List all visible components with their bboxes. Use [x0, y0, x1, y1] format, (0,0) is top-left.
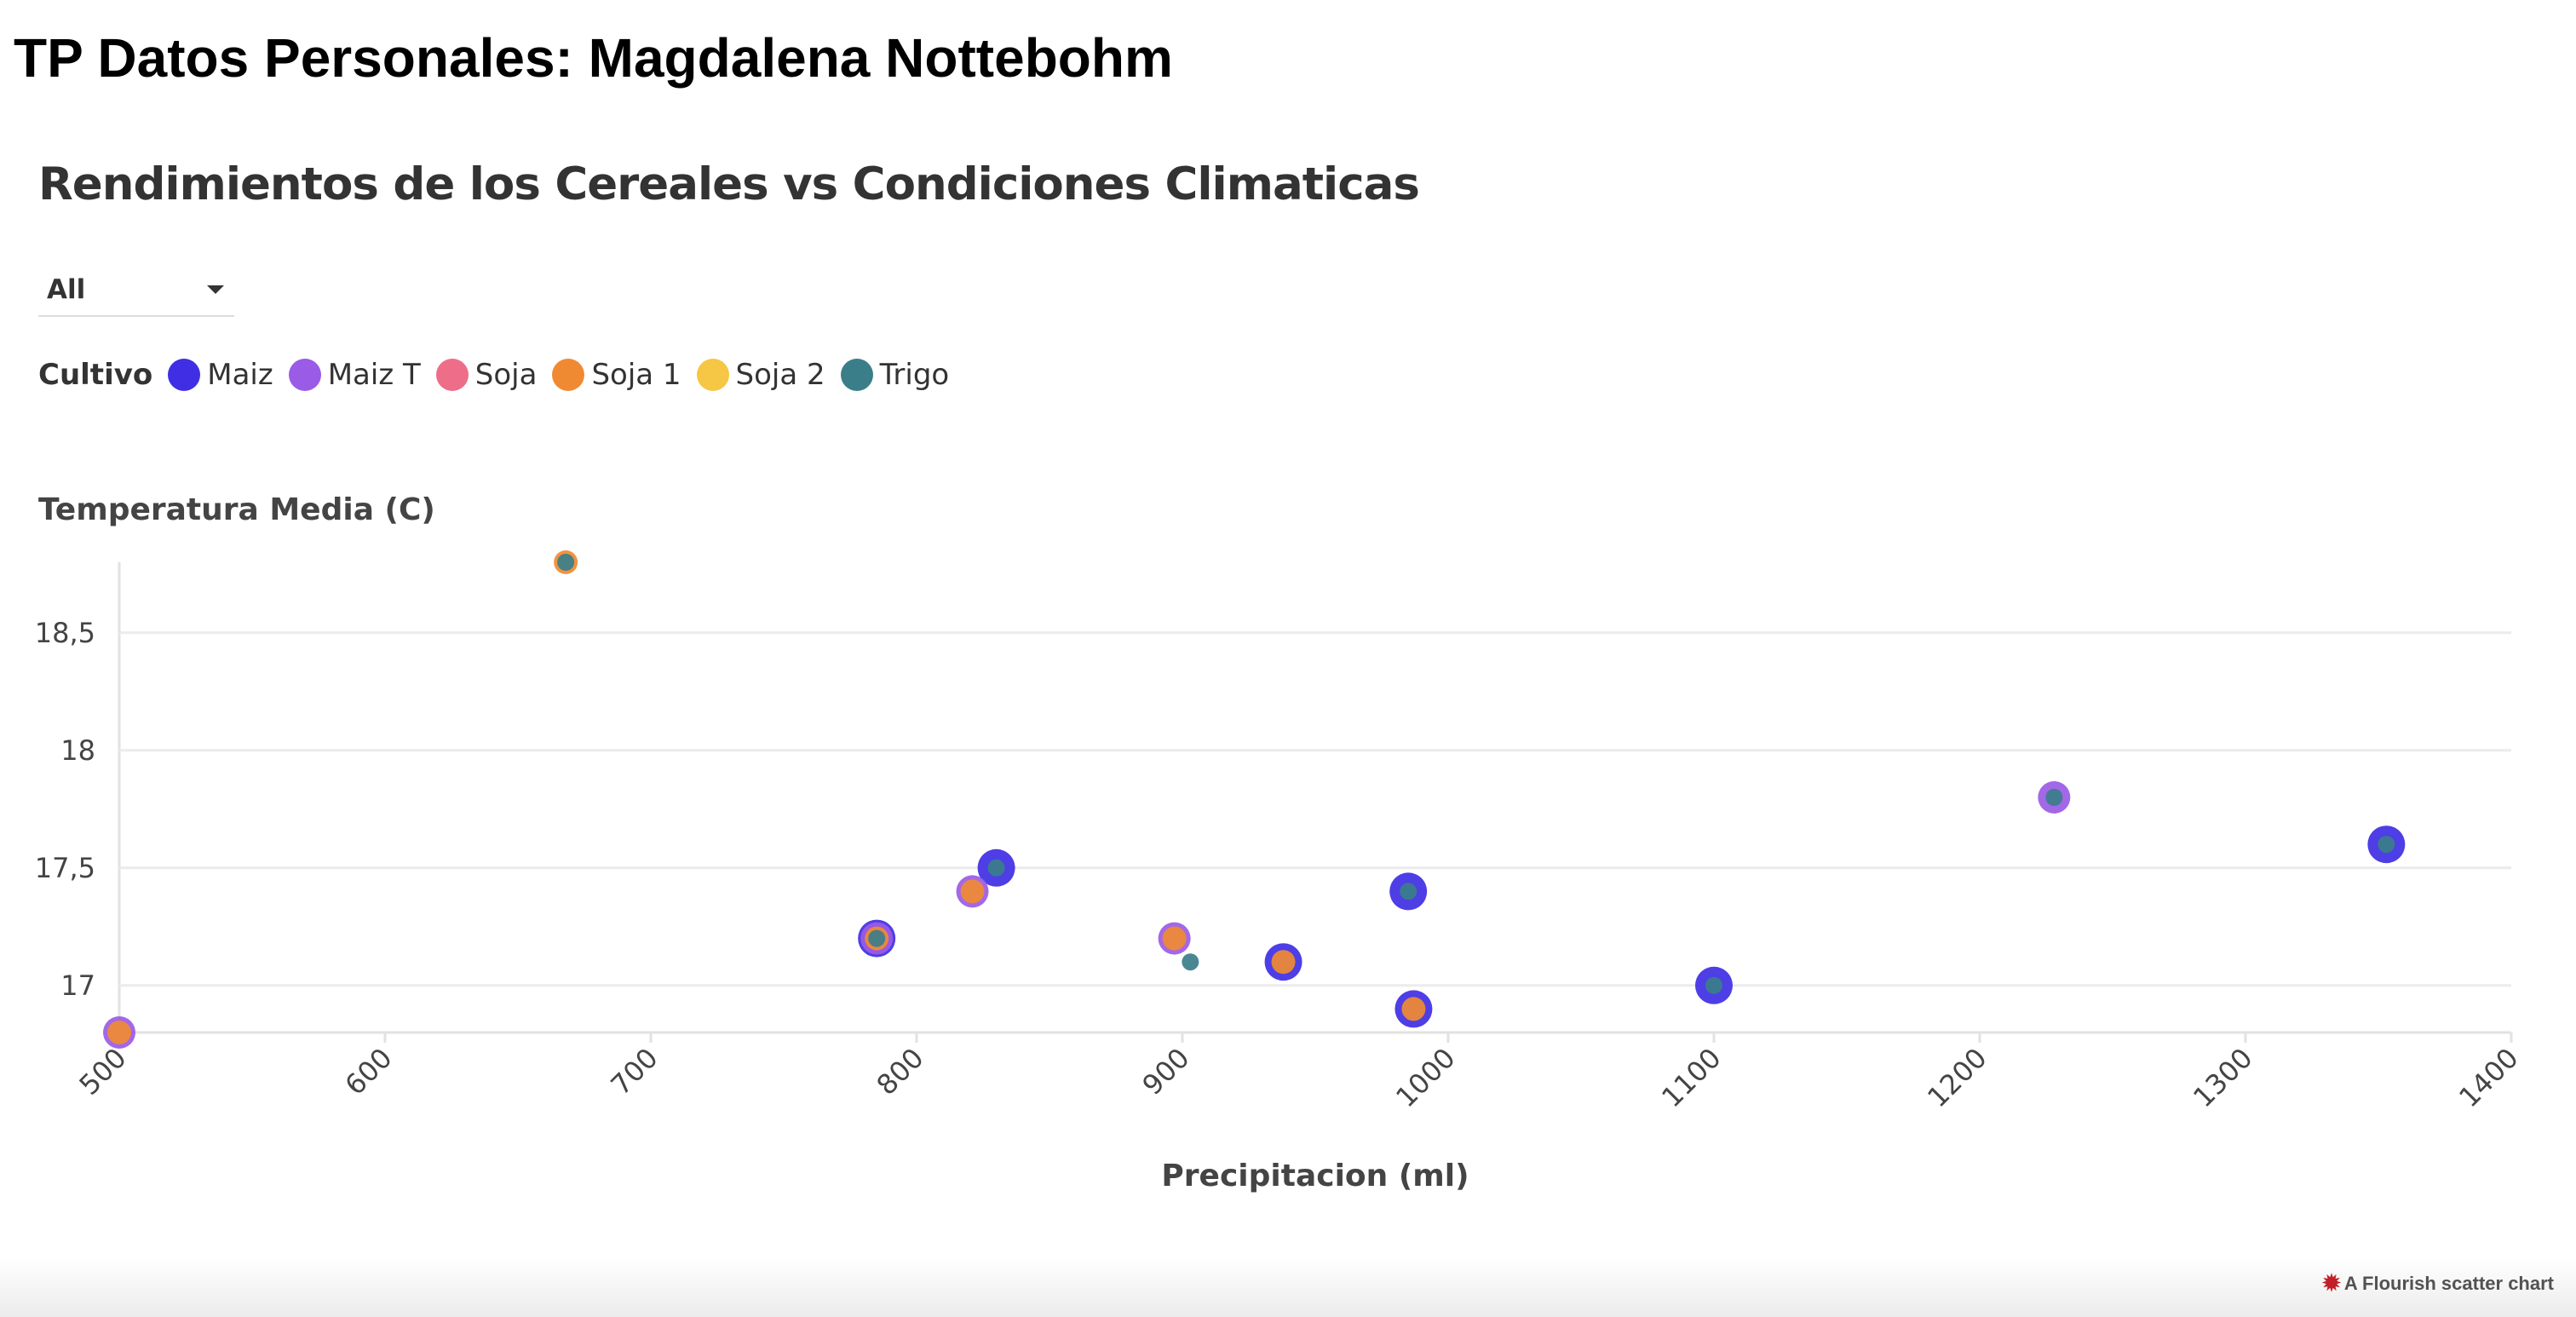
legend-item-maiz-t[interactable]: Maiz T	[288, 358, 421, 392]
x-tick-label: 1100	[1655, 1042, 1727, 1113]
legend-swatch-maiz-t	[288, 359, 321, 391]
y-tick-label: 17,5	[35, 852, 95, 884]
legend-item-maiz[interactable]: Maiz	[168, 358, 273, 392]
legend-item-trigo[interactable]: Trigo	[840, 358, 950, 392]
x-tick-label: 900	[1136, 1042, 1196, 1101]
y-axis-label: Temperatura Media (C)	[38, 492, 435, 527]
x-tick-label: 800	[871, 1042, 930, 1101]
data-point-trigo[interactable]	[2045, 789, 2063, 806]
x-tick-label: 700	[605, 1042, 664, 1101]
x-tick-label: 1300	[2187, 1042, 2258, 1113]
legend-label-trigo: Trigo	[879, 358, 950, 392]
y-tick-label: 18,5	[35, 617, 95, 649]
data-point-trigo[interactable]	[557, 554, 575, 571]
page-title: TP Datos Personales: Magdalena Nottebohm	[14, 27, 1173, 89]
legend-swatch-maiz	[168, 359, 201, 391]
x-axis-label: Precipitacion (ml)	[1161, 1159, 1469, 1193]
y-tick-label: 18	[60, 734, 95, 767]
flourish-credit-text: A Flourish scatter chart	[2343, 1272, 2554, 1294]
data-point-soja-1[interactable]	[1401, 997, 1426, 1021]
x-tick-label: 600	[339, 1042, 399, 1101]
data-point-trigo[interactable]	[1705, 976, 1722, 994]
legend-label-soja-2: Soja 2	[735, 358, 825, 392]
filter-selected-value: All	[47, 274, 86, 305]
data-point-soja-1[interactable]	[107, 1021, 131, 1044]
data-point-soja-1[interactable]	[1162, 926, 1187, 951]
axis-ticks: 17 17,5 18 18,5 500 600 700 800 900 1000 1100 1200 1…	[35, 617, 2525, 1113]
chart-title: Rendimientos de los Cereales vs Condicio…	[38, 158, 1420, 210]
legend-swatch-soja	[435, 359, 469, 391]
flourish-credit[interactable]: ✹ A Flourish scatter chart	[2322, 1270, 2554, 1297]
y-tick-label: 17	[60, 969, 95, 1002]
x-tick-label: 1000	[1389, 1042, 1461, 1113]
data-points	[103, 550, 2406, 1049]
data-point-trigo[interactable]	[1182, 953, 1199, 971]
filter-dropdown[interactable]: All	[38, 264, 234, 317]
x-tick-label: 1200	[1921, 1042, 1992, 1113]
legend-swatch-trigo	[840, 359, 873, 391]
legend: Cultivo Maiz Maiz T Soja Soja 1 Soja 2 T…	[38, 349, 964, 400]
flourish-icon: ✹	[2322, 1270, 2341, 1296]
legend-item-soja-1[interactable]: Soja 1	[552, 358, 681, 392]
legend-title: Cultivo	[38, 358, 153, 392]
legend-swatch-soja-1	[552, 359, 585, 391]
legend-label-soja-1: Soja 1	[591, 358, 681, 392]
grid-lines	[118, 562, 2513, 1043]
data-point-trigo[interactable]	[987, 859, 1005, 877]
data-point-trigo[interactable]	[868, 929, 886, 947]
legend-label-maiz: Maiz	[207, 358, 273, 392]
legend-item-soja-2[interactable]: Soja 2	[696, 358, 825, 392]
data-point-soja-1[interactable]	[1271, 950, 1296, 975]
legend-item-soja[interactable]: Soja	[435, 358, 538, 392]
x-tick-label: 1400	[2452, 1042, 2524, 1113]
x-tick-label: 500	[73, 1042, 133, 1101]
data-point-trigo[interactable]	[1400, 883, 1417, 900]
legend-label-maiz-t: Maiz T	[327, 358, 421, 392]
data-point-trigo[interactable]	[2378, 836, 2395, 854]
chevron-down-icon	[207, 285, 224, 294]
legend-label-soja: Soja	[474, 358, 538, 392]
data-point-soja-1[interactable]	[960, 879, 985, 904]
legend-swatch-soja-2	[696, 359, 729, 391]
